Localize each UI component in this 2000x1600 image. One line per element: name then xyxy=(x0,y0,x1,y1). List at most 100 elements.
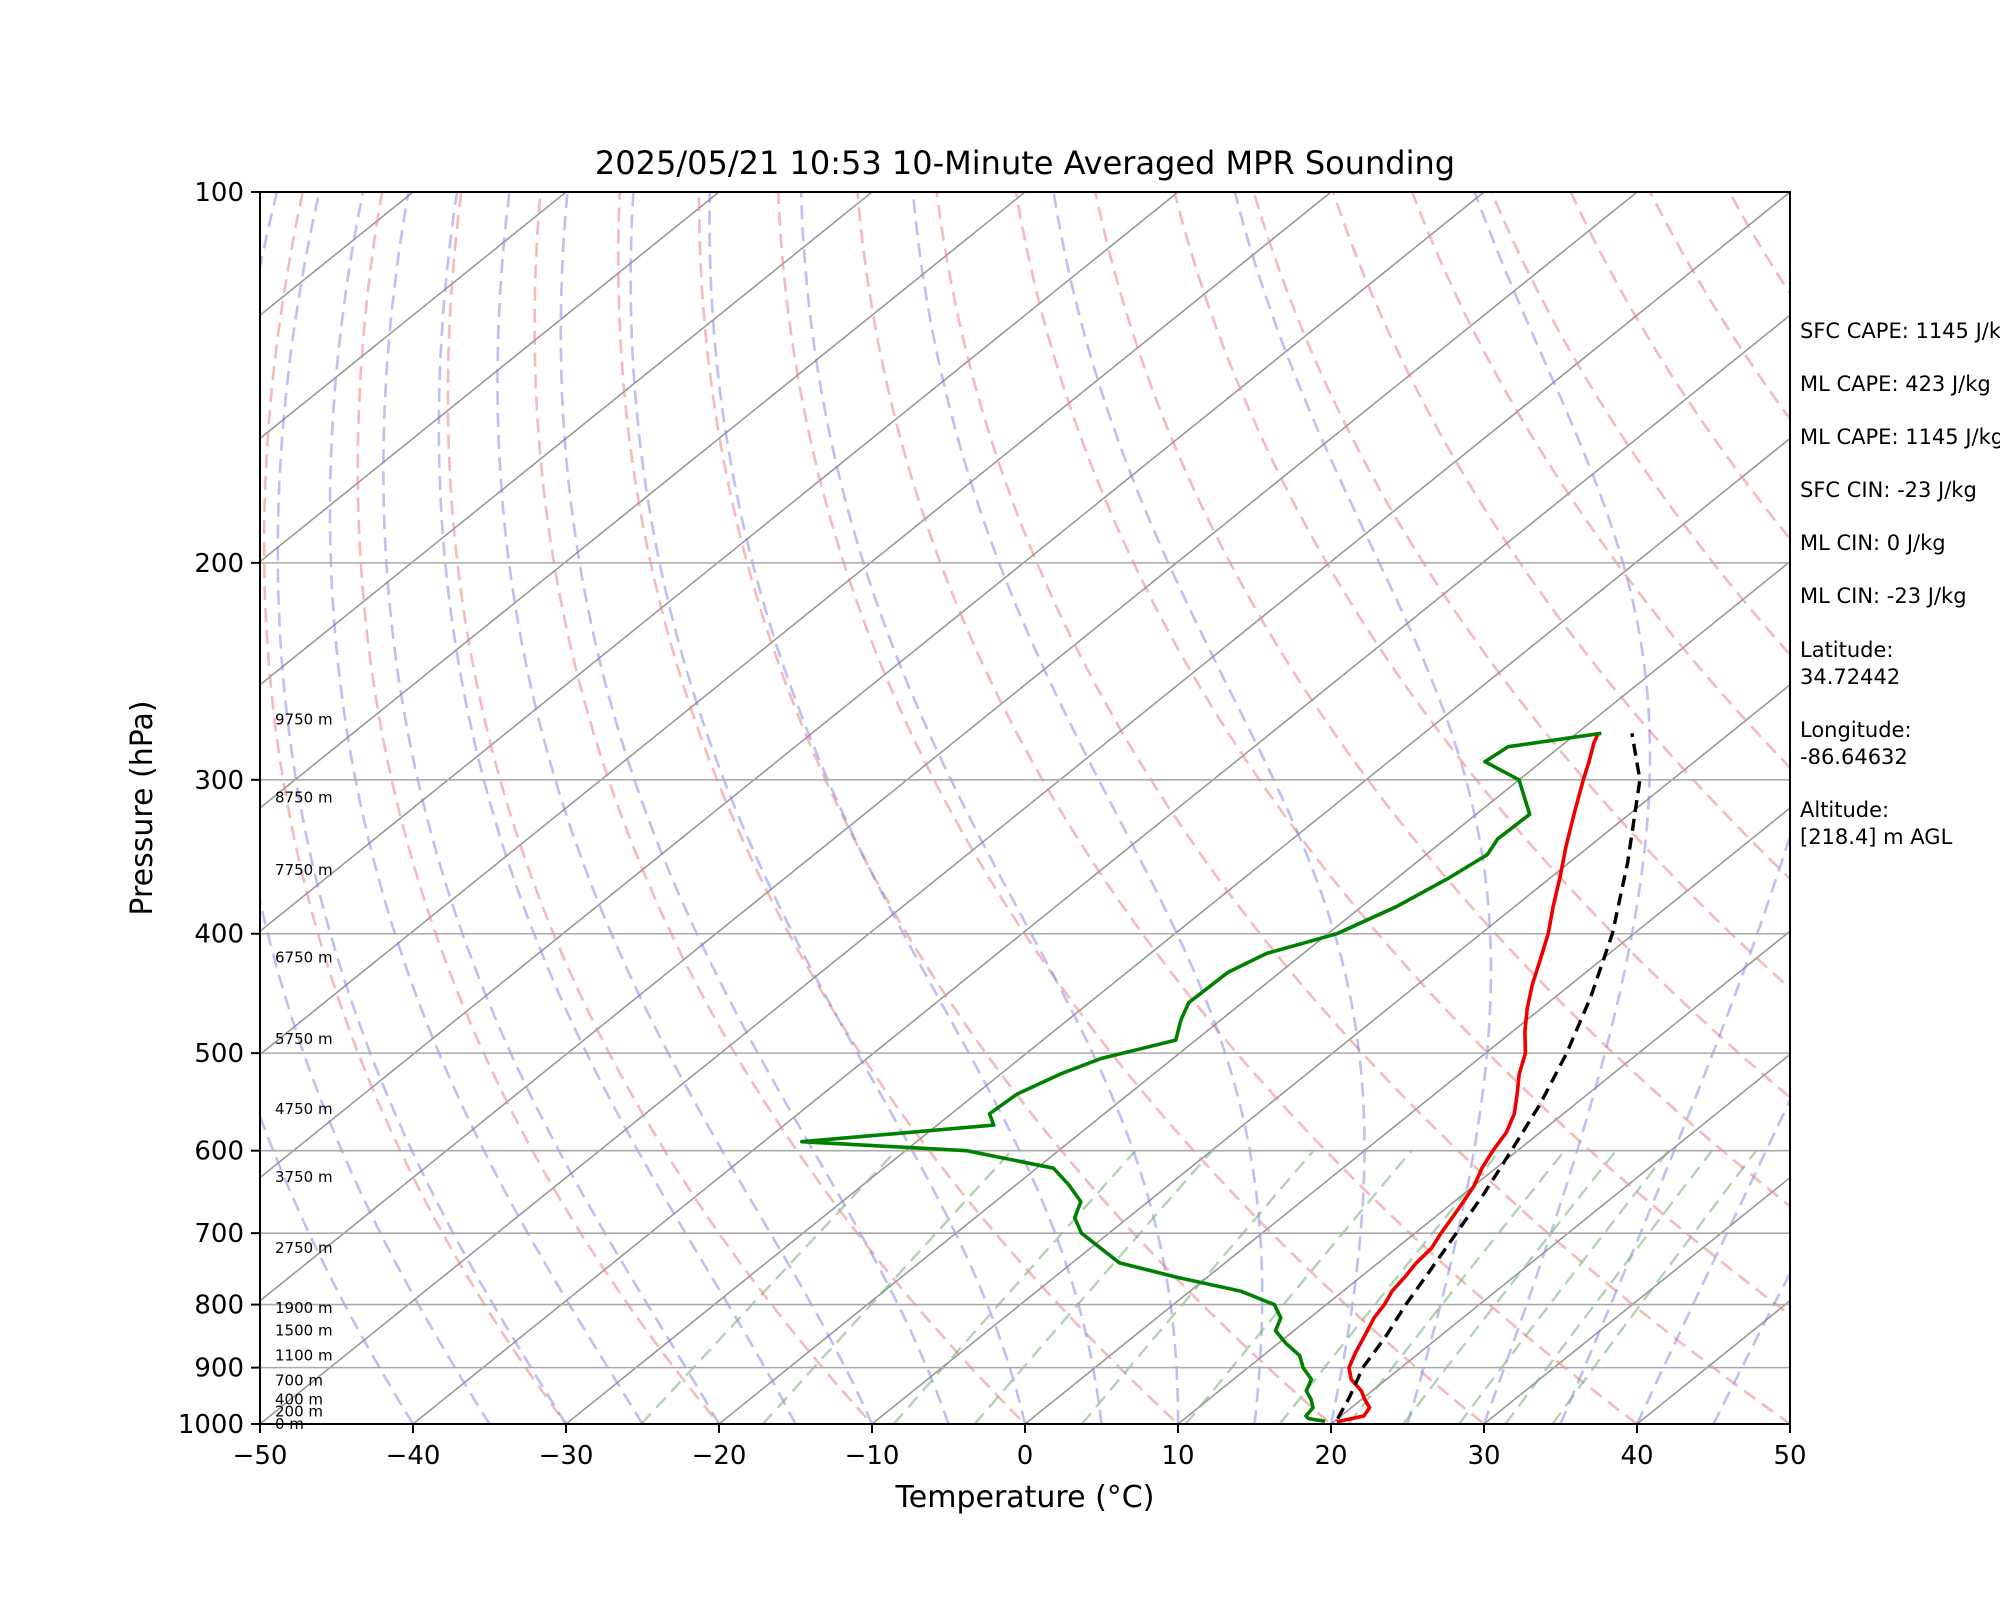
dry-adiabat-line xyxy=(935,192,1790,1424)
mixing-ratio-line xyxy=(1402,1149,1617,1424)
moist-adiabat-line xyxy=(276,192,568,1424)
info-line: SFC CIN: -23 J/kg xyxy=(1800,478,1977,502)
profile-lines xyxy=(800,731,1642,1424)
moist-adiabat-line xyxy=(629,192,1027,1424)
dry-adiabat-line xyxy=(1173,192,1790,1100)
dry-adiabat-line xyxy=(1014,192,1790,1317)
moist-adiabat-line xyxy=(1712,1270,1790,1424)
x-tick-label: 0 xyxy=(1017,1441,1034,1471)
isotherm-line xyxy=(260,192,1639,1302)
moist-adiabat-line xyxy=(559,192,950,1424)
height-label: 9750 m xyxy=(275,710,333,728)
isotherm-line xyxy=(1482,1176,1790,1424)
x-tick-label: −30 xyxy=(539,1441,594,1471)
y-tick-label: 900 xyxy=(194,1354,244,1384)
isotherm-line xyxy=(411,314,1790,1424)
dewpoint-profile-line xyxy=(800,731,1602,1424)
isotherm-line xyxy=(260,192,874,686)
info-line: ML CAPE: 423 J/kg xyxy=(1800,372,1991,396)
dry-adiabat-line xyxy=(533,192,1027,1424)
moist-adiabat-line xyxy=(260,192,491,1424)
moist-adiabat-line xyxy=(1559,192,1790,1424)
y-tick-label: 300 xyxy=(194,766,244,796)
info-line: 34.72442 xyxy=(1800,665,1900,689)
y-tick-label: 1000 xyxy=(178,1410,244,1440)
info-line: ML CAPE: 1145 J/kg xyxy=(1800,425,2000,449)
height-label: 6750 m xyxy=(275,948,333,966)
dry-adiabat-line xyxy=(776,192,1487,1424)
height-label: 5750 m xyxy=(275,1030,333,1048)
moist-adiabat-line xyxy=(382,192,721,1424)
dry-adiabat-line xyxy=(697,192,1333,1424)
temperature-profile-line xyxy=(1336,732,1600,1424)
dry-adiabat-line xyxy=(356,192,721,1424)
height-label: 7750 m xyxy=(275,861,333,879)
moist-adiabat-line xyxy=(437,192,797,1424)
y-tick-label: 500 xyxy=(194,1039,244,1069)
info-line: -86.64632 xyxy=(1800,745,1908,769)
isotherm-line xyxy=(1023,807,1790,1424)
isotherm-line xyxy=(564,437,1790,1424)
y-tick-label: 200 xyxy=(194,549,244,579)
x-tick-label: 20 xyxy=(1314,1441,1347,1471)
x-tick-label: −50 xyxy=(233,1441,288,1471)
isotherm-line xyxy=(260,192,568,440)
mixing-ratio-line xyxy=(1551,1149,1758,1424)
isotherm-line xyxy=(870,683,1790,1424)
dry-adiabat-line xyxy=(856,192,1640,1424)
height-label: 200 m xyxy=(275,1403,323,1421)
height-label: 8750 m xyxy=(275,788,333,806)
moist-adiabat-line xyxy=(1473,192,1652,1424)
x-tick-label: 30 xyxy=(1467,1441,1500,1471)
moist-adiabat-line xyxy=(496,192,874,1424)
x-tick-label: 10 xyxy=(1161,1441,1194,1471)
info-line: ML CIN: -23 J/kg xyxy=(1800,584,1967,608)
isotherm-line xyxy=(717,560,1790,1424)
isotherm-line xyxy=(260,192,1790,1424)
isotherm-line xyxy=(1329,1053,1790,1424)
isotherm-line xyxy=(260,192,1486,1179)
moist-adiabat-line xyxy=(799,192,1180,1424)
dry-adiabat-line xyxy=(617,192,1180,1424)
y-axis-label: Pressure (hPa) xyxy=(125,700,160,915)
height-label: 1900 m xyxy=(275,1299,333,1317)
info-line: Longitude: xyxy=(1800,718,1912,742)
y-tick-label: 100 xyxy=(194,178,244,208)
info-line: ML CIN: 0 J/kg xyxy=(1800,531,1946,555)
y-tick-label: 400 xyxy=(194,920,244,950)
height-label: 1500 m xyxy=(275,1322,333,1340)
moist-adiabat-line xyxy=(1635,1097,1790,1424)
y-tick-label: 700 xyxy=(194,1219,244,1249)
x-tick-label: −20 xyxy=(692,1441,747,1471)
info-line: Latitude: xyxy=(1800,638,1894,662)
x-tick-label: 40 xyxy=(1620,1441,1653,1471)
isotherm-line xyxy=(260,192,721,563)
x-tick-label: −40 xyxy=(386,1441,441,1471)
info-line: SFC CAPE: 1145 J/kg xyxy=(1800,319,2000,343)
height-label: 2750 m xyxy=(275,1239,333,1257)
mixing-ratio-line xyxy=(1458,1149,1670,1424)
x-tick-label: 50 xyxy=(1773,1441,1806,1471)
mixing-ratio-line xyxy=(1504,1149,1713,1424)
height-label: 3750 m xyxy=(275,1168,333,1186)
dry-adiabat-line xyxy=(446,192,874,1424)
reference-lines xyxy=(260,192,1790,1424)
moist-adiabat-line xyxy=(260,1112,415,1424)
height-label: 1100 m xyxy=(275,1347,333,1365)
isotherm-line xyxy=(260,192,1333,1056)
parcel-profile-line xyxy=(1336,733,1642,1420)
height-label: 700 m xyxy=(275,1372,323,1390)
x-tick-label: −10 xyxy=(845,1441,900,1471)
info-line: Altitude: xyxy=(1800,798,1889,822)
height-label: 400 m xyxy=(275,1390,323,1408)
mixing-ratio-line xyxy=(1347,1149,1566,1424)
moist-adiabat-line xyxy=(1233,192,1493,1424)
height-label: 4750 m xyxy=(275,1100,333,1118)
chart-title: 2025/05/21 10:53 10-Minute Averaged MPR … xyxy=(595,144,1455,182)
axis-ticks: −50 −40 −30 −20 −10 0 10 20 30 40 50 100 200 300 400 50… xyxy=(178,178,1807,1471)
x-axis-label: Temperature (°C) xyxy=(895,1480,1155,1515)
dry-adiabat-line xyxy=(1252,192,1790,991)
info-panel: SFC CAPE: 1145 J/kg ML CAPE: 423 J/kg ML C… xyxy=(1800,319,2000,849)
